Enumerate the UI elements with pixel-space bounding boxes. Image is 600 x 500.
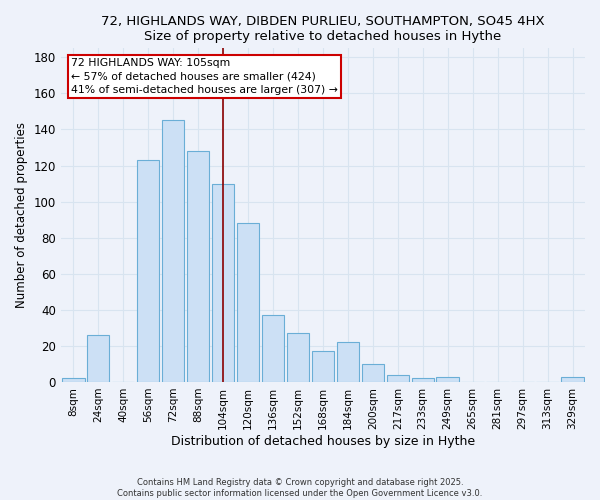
Text: Contains HM Land Registry data © Crown copyright and database right 2025.
Contai: Contains HM Land Registry data © Crown c… bbox=[118, 478, 482, 498]
Bar bbox=[212, 184, 234, 382]
Bar bbox=[362, 364, 384, 382]
Bar bbox=[337, 342, 359, 382]
Bar bbox=[311, 352, 334, 382]
Bar bbox=[561, 376, 584, 382]
Bar bbox=[386, 374, 409, 382]
Bar bbox=[187, 151, 209, 382]
X-axis label: Distribution of detached houses by size in Hythe: Distribution of detached houses by size … bbox=[171, 434, 475, 448]
Bar bbox=[137, 160, 160, 382]
Bar bbox=[412, 378, 434, 382]
Bar bbox=[436, 376, 459, 382]
Bar bbox=[62, 378, 85, 382]
Bar bbox=[87, 335, 109, 382]
Bar bbox=[162, 120, 184, 382]
Bar bbox=[237, 224, 259, 382]
Y-axis label: Number of detached properties: Number of detached properties bbox=[15, 122, 28, 308]
Title: 72, HIGHLANDS WAY, DIBDEN PURLIEU, SOUTHAMPTON, SO45 4HX
Size of property relati: 72, HIGHLANDS WAY, DIBDEN PURLIEU, SOUTH… bbox=[101, 15, 545, 43]
Text: 72 HIGHLANDS WAY: 105sqm
← 57% of detached houses are smaller (424)
41% of semi-: 72 HIGHLANDS WAY: 105sqm ← 57% of detach… bbox=[71, 58, 338, 94]
Bar bbox=[287, 334, 309, 382]
Bar bbox=[262, 315, 284, 382]
